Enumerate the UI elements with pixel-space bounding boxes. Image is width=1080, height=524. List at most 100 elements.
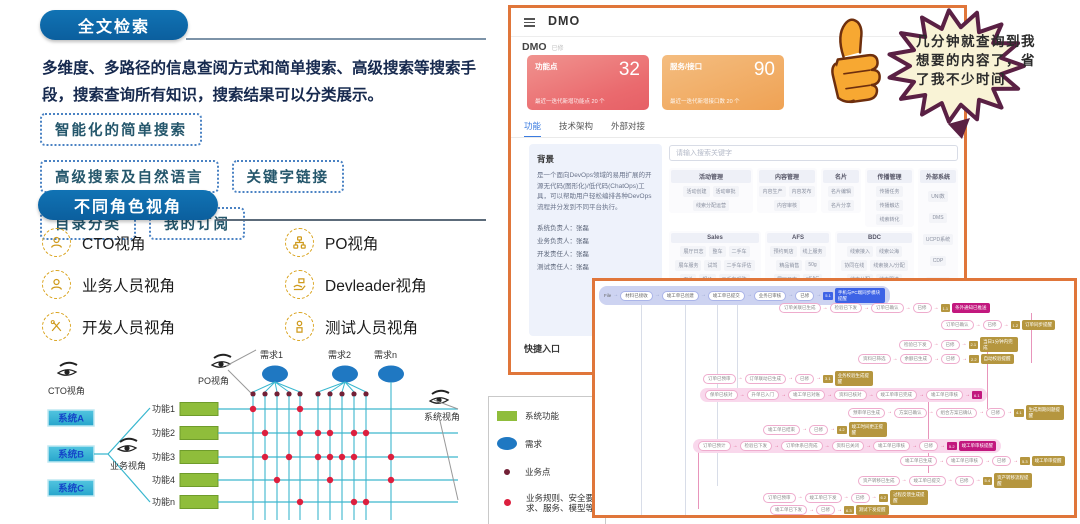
arrow-icon: → [985, 457, 990, 464]
flow-node: 已修 [850, 492, 870, 503]
capability-chip[interactable]: 名片编辑 [827, 186, 854, 197]
arrow-icon: → [965, 391, 970, 398]
capability-group-传播管理: 传播管理 传播任务 传播触达 线索转化 [865, 168, 914, 227]
capability-chip[interactable]: 线上服务 [799, 246, 826, 257]
arrow-icon: → [962, 355, 967, 362]
group-header: AFS [767, 233, 829, 243]
capability-chip[interactable]: 活动创建 [683, 186, 710, 197]
flow-node: 已修 [992, 456, 1011, 466]
flow-node: 资产转移已生成 [858, 475, 900, 486]
arrow-icon: → [864, 304, 869, 311]
capability-chip[interactable]: 线索接入/分配 [870, 260, 908, 271]
external-system-chip[interactable]: UCPD系统 [922, 234, 954, 245]
flow-node: 已修 [912, 303, 932, 313]
flow-node: 订单同步提醒 [1022, 320, 1056, 330]
capability-chip[interactable]: 试驾 [704, 260, 721, 271]
feature-tag[interactable]: 高级搜索及自然语言 [40, 160, 219, 193]
capability-chip[interactable]: 线索公海 [876, 246, 903, 257]
flow-node: 余额已生成 [899, 354, 932, 364]
capability-chip[interactable]: 预约到店 [770, 246, 797, 257]
capability-chip[interactable]: 展车服务 [675, 260, 702, 271]
arrow-icon: → [802, 426, 807, 432]
capability-chip[interactable]: 内容发布 [788, 186, 815, 197]
role-view-item: Devleader视角 [285, 270, 492, 299]
role-label: 业务人员视角 [82, 277, 176, 295]
capability-chip[interactable]: 整车 [709, 246, 726, 257]
stat-card-services[interactable]: 服务/接口 90 最近一迭代新增接口数 20 个 [662, 55, 784, 110]
external-system-chip[interactable]: DMS [929, 213, 947, 223]
flow-node: 订单体系已完成 [781, 441, 823, 451]
arrow-icon: → [830, 426, 835, 432]
flow-node: 4.2 [837, 425, 847, 434]
capability-chip[interactable]: 传播触达 [876, 200, 903, 211]
dark-dot [504, 468, 510, 475]
arrow-icon: → [919, 391, 924, 398]
svg-text:需求1: 需求1 [260, 349, 283, 360]
stat-card-function-points[interactable]: 功能点 32 最近一迭代新增功能点 20 个 [527, 55, 649, 110]
capability-chip[interactable]: 活动审批 [712, 186, 739, 197]
group-header: Sales [671, 233, 759, 243]
feature-tag[interactable]: 关键字链接 [231, 160, 344, 193]
flow-node: 竣工单审提醒 [1031, 456, 1065, 466]
flow-node: 竣工单审已完成 [875, 390, 917, 400]
flow-node: 已修 [982, 320, 1002, 330]
flow-node: 竣工时间更正提醒 [848, 422, 887, 437]
flow-node: 竣工单已对账 [788, 390, 825, 400]
group-header: 外部系统 [920, 170, 956, 183]
capability-chip[interactable]: 传播任务 [876, 186, 903, 197]
arrow-icon: → [928, 409, 934, 415]
card-footer: 最近一迭代新增功能点 20 个 [535, 99, 605, 105]
flow-node: 资料已关闭 [831, 441, 864, 451]
flow-node: 检验已下发 [739, 441, 772, 451]
arrow-icon: → [975, 477, 981, 483]
flow-node: 自动校验提醒 [980, 354, 1014, 364]
capability-chip[interactable]: 线索转化 [876, 214, 903, 225]
capability-chip[interactable]: 线索分配运营 [692, 200, 729, 211]
capability-chip[interactable]: 内容审核 [773, 200, 800, 211]
external-system-chip[interactable]: CDP [929, 256, 947, 266]
flow-row: File → 材料已接收 → 竣工单已创建 → 竣工单已提交 → 业务已审核 → 已修 → 5.1 手机与… [599, 286, 890, 305]
feature-tag[interactable]: 智能化的简单搜索 [40, 113, 202, 146]
tab-功能[interactable]: 功能 [524, 120, 542, 138]
flow-node: 5.3 [1020, 457, 1030, 465]
flow-node: 业务已审核 [753, 290, 787, 301]
legend-item: 系统功能 [497, 411, 597, 422]
flow-node: 当日1分钟内完成 [980, 337, 1019, 352]
quick-entry-label[interactable]: 快捷入口 [524, 344, 561, 354]
svg-text:需求n: 需求n [374, 349, 397, 360]
capability-chip[interactable]: 内容生产 [759, 186, 786, 197]
external-system-chip[interactable]: UNI数 [928, 191, 948, 202]
search-input[interactable] [669, 145, 958, 161]
capability-chip[interactable]: 二手车评估 [723, 260, 755, 271]
arrow-icon: → [843, 494, 849, 500]
arrow-icon: → [1013, 457, 1018, 464]
owner-field: 业务负责人：张磊 [537, 238, 589, 245]
role-view-item: 开发人员视角 [42, 312, 285, 341]
svg-text:业务视角: 业务视角 [110, 460, 146, 471]
flow-node: 竣工单已审核 [946, 456, 983, 466]
tab-外部对接[interactable]: 外部对接 [611, 121, 646, 131]
flow-node: 条外通知已推送 [952, 303, 990, 313]
capability-chip[interactable]: 线索接入 [846, 246, 873, 257]
capability-chip[interactable]: 展厅日志 [680, 246, 707, 257]
capability-chip[interactable]: 协同在线 [841, 260, 868, 271]
flow-node: 保单已核对 [705, 390, 738, 400]
flow-node: 订单已预审 [703, 373, 736, 384]
capability-chip[interactable]: 精品销售 [776, 260, 803, 271]
arrow-icon: → [816, 292, 822, 298]
hamburger-menu-icon[interactable] [524, 18, 535, 29]
flow-node: 已修 [795, 290, 815, 301]
capability-chip[interactable]: 名片分享 [827, 200, 854, 211]
flow-row: 竣工单已结束 → 已修 → 4.2 竣工时间更正提醒 [763, 422, 887, 437]
arrow-icon: → [933, 341, 939, 347]
tab-技术架构[interactable]: 技术架构 [559, 121, 594, 131]
legend-item: 业务点 [497, 467, 597, 477]
role-label: PO视角 [325, 235, 379, 253]
flow-node: 检验已下发 [899, 339, 932, 350]
flow-row: 订单已确认 → 已修 → 1.2 订单同步提醒 [941, 320, 1056, 330]
flow-node: 业务校验生成提醒 [834, 371, 873, 386]
arrow-icon: → [901, 477, 907, 483]
capability-chip[interactable]: 50g [805, 260, 820, 271]
capability-chip[interactable]: 二手车 [728, 246, 750, 257]
dmo-tabs: 功能 技术架构 外部对接 [524, 120, 645, 138]
